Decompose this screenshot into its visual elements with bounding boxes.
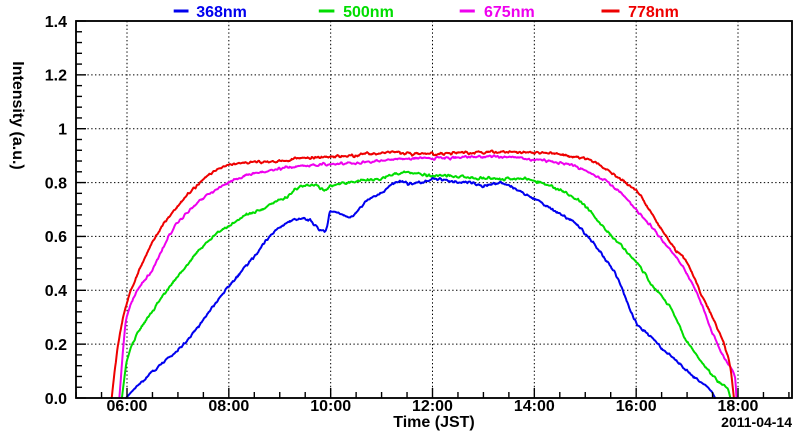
svg-text:10:00: 10:00 [310,398,351,415]
svg-text:368nm: 368nm [196,4,247,21]
svg-text:14:00: 14:00 [514,398,555,415]
svg-text:0.2: 0.2 [45,337,67,354]
svg-text:06:00: 06:00 [107,398,148,415]
svg-text:08:00: 08:00 [208,398,249,415]
svg-text:12:00: 12:00 [412,398,453,415]
svg-text:0.6: 0.6 [45,229,67,246]
svg-text:2011-04-14: 2011-04-14 [721,414,792,430]
svg-text:778nm: 778nm [628,4,679,21]
svg-text:1.2: 1.2 [45,68,67,85]
svg-text:18:00: 18:00 [718,398,759,415]
svg-text:1.4: 1.4 [45,14,67,31]
svg-text:0.8: 0.8 [45,175,67,192]
svg-text:0.0: 0.0 [45,391,67,408]
svg-text:1: 1 [58,122,67,139]
svg-text:0.4: 0.4 [45,283,67,300]
svg-text:16:00: 16:00 [616,398,657,415]
svg-text:Time (JST): Time (JST) [393,414,475,431]
svg-text:675nm: 675nm [484,4,535,21]
svg-text:500nm: 500nm [343,4,394,21]
svg-text:Intensity (a.u.): Intensity (a.u.) [9,61,26,169]
